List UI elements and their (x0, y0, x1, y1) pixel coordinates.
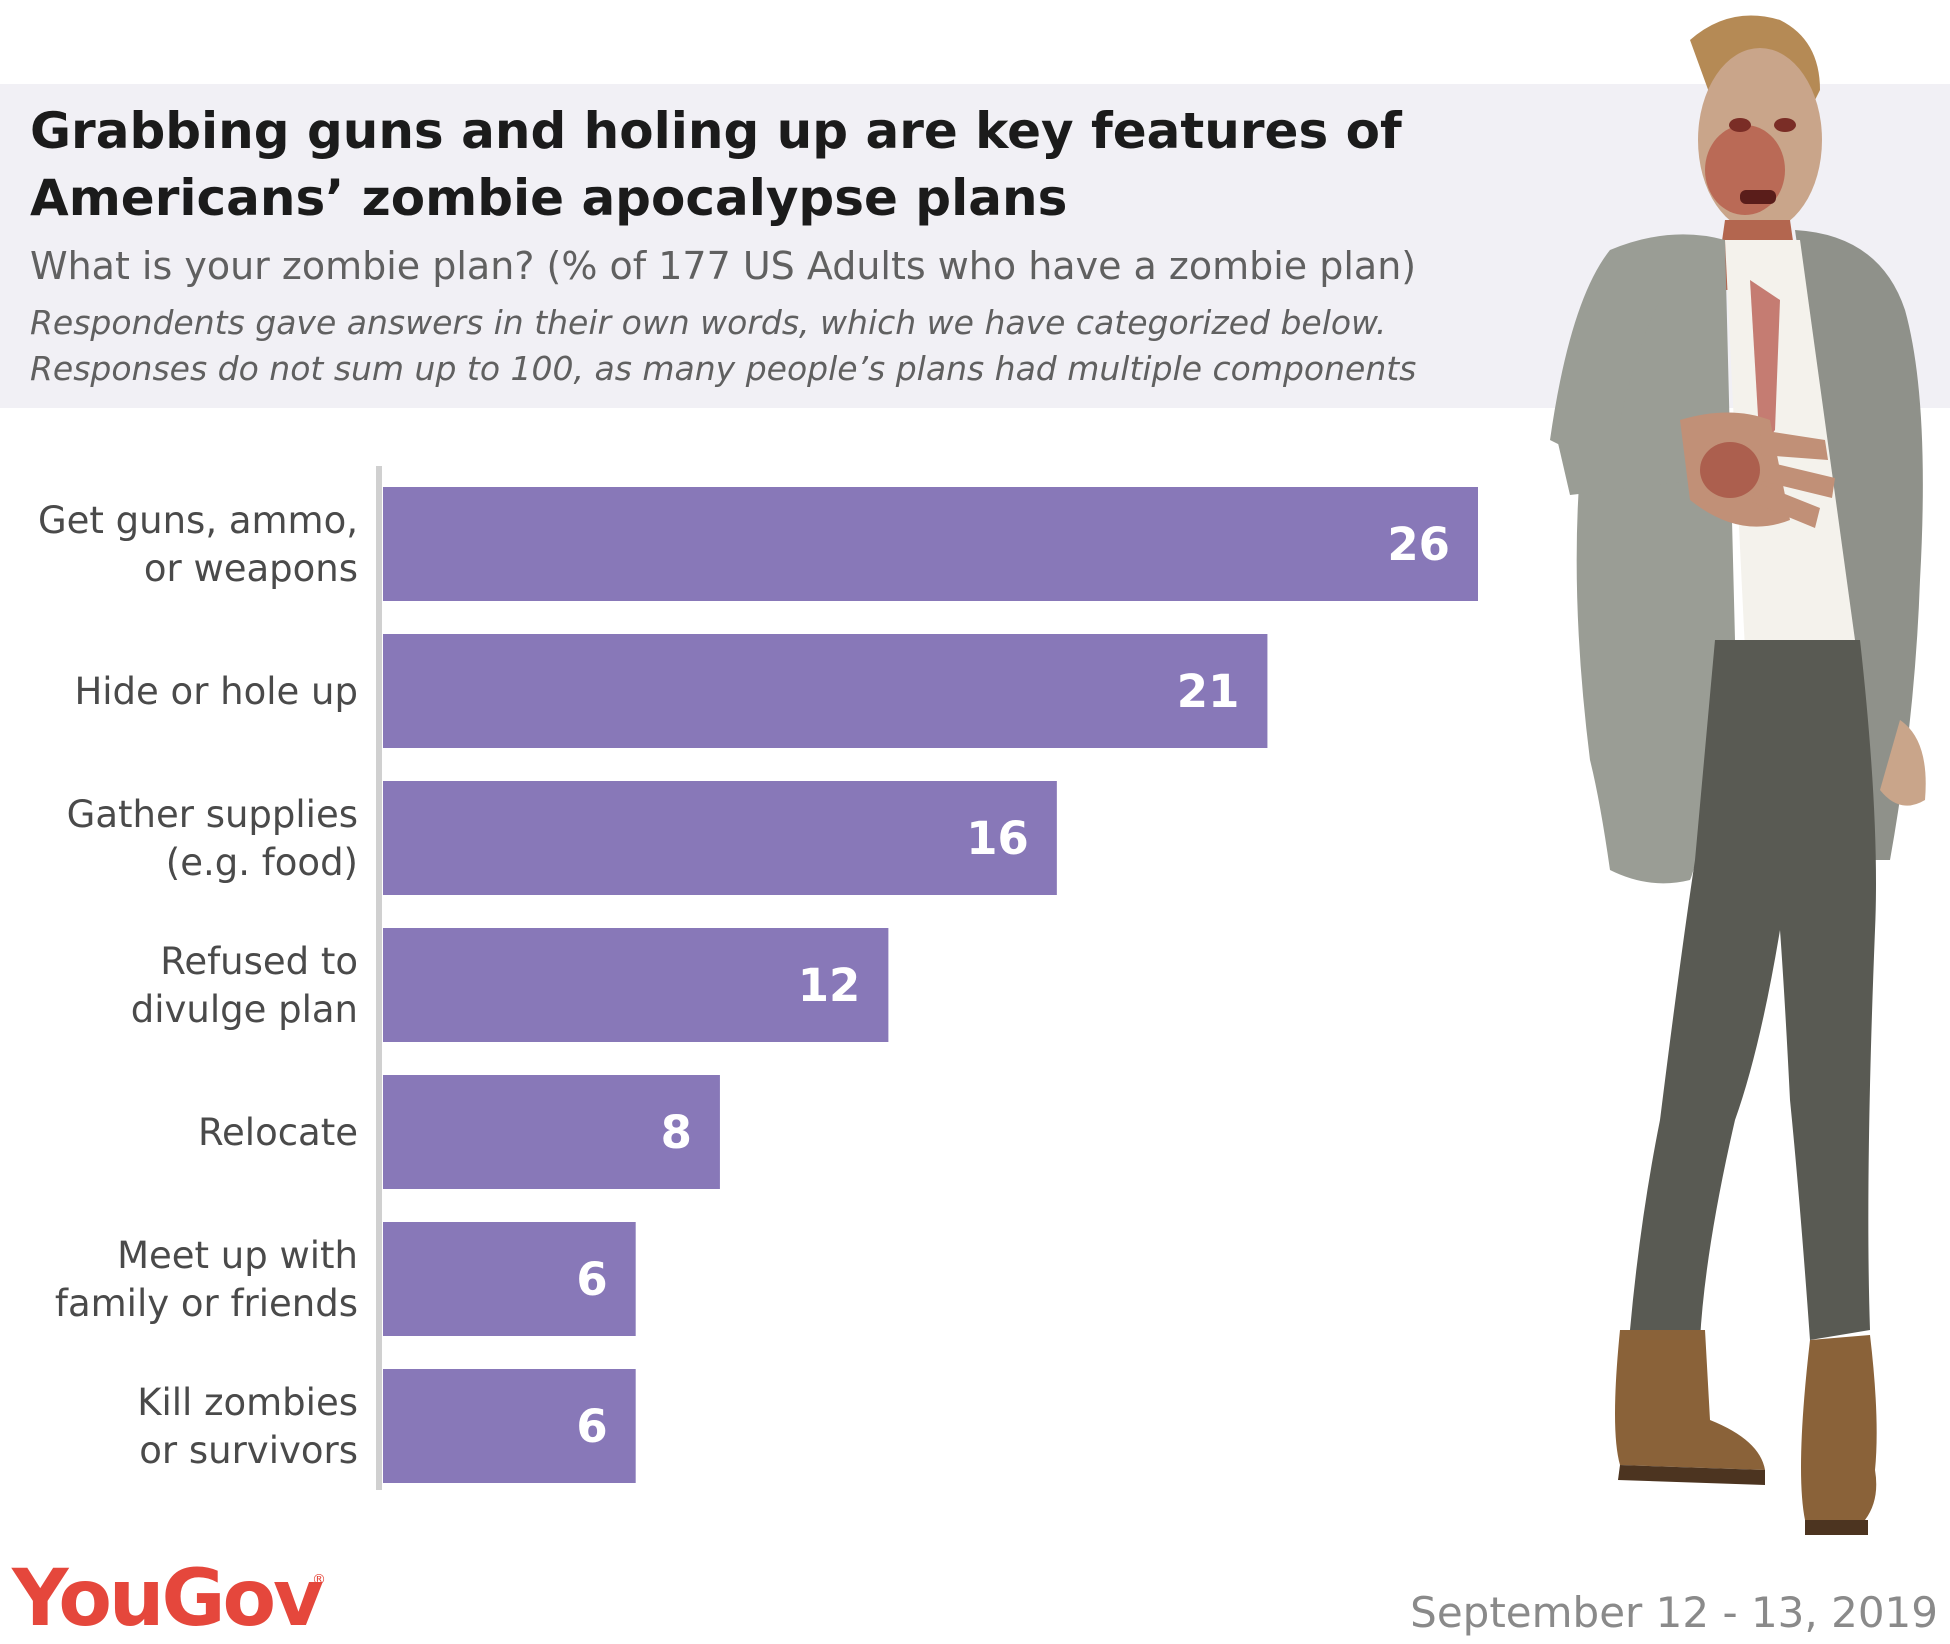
bar-value-label: 12 (798, 959, 861, 1012)
zombie-figure-icon (1550, 15, 1926, 1535)
category-label: or survivors (139, 1429, 358, 1472)
bar (383, 487, 1478, 601)
category-label: divulge plan (131, 988, 358, 1031)
registered-mark: ® (312, 1572, 326, 1588)
bar (383, 1075, 720, 1189)
category-label: Get guns, ammo, (38, 499, 358, 542)
category-label: Gather supplies (67, 793, 358, 836)
category-label: Relocate (198, 1111, 358, 1154)
note-line: Responses do not sum up to 100, as many … (30, 349, 1417, 388)
bar (383, 1222, 636, 1336)
category-label: family or friends (55, 1282, 358, 1325)
bar (383, 1369, 636, 1483)
bar-value-label: 8 (661, 1106, 692, 1159)
survey-date: September 12 - 13, 2019 (1410, 1588, 1938, 1637)
category-label: or weapons (144, 547, 358, 590)
bars-group: 26 Get guns, ammo, or weapons 21 Hide or hol… (38, 487, 1478, 1483)
chart-title: Grabbing guns and holing up are key feat… (30, 102, 1402, 227)
bar-value-label: 21 (1177, 665, 1240, 718)
bar-value-label: 6 (576, 1400, 607, 1453)
category-label: (e.g. food) (166, 841, 358, 884)
chart-note: Respondents gave answers in their own wo… (30, 300, 1530, 392)
category-label: Hide or hole up (74, 670, 358, 713)
bar-value-label: 26 (1387, 518, 1450, 571)
bar (383, 634, 1268, 748)
category-label: Kill zombies (137, 1381, 358, 1424)
bar-chart: 26 Get guns, ammo, or weapons 21 Hide or hol… (38, 466, 1478, 1490)
bar (383, 781, 1057, 895)
bar (383, 928, 889, 1042)
yougov-logo: YouGov (12, 1554, 324, 1644)
bar-value-label: 16 (966, 812, 1029, 865)
category-label: Meet up with (117, 1234, 358, 1277)
note-line: Respondents gave answers in their own wo… (30, 303, 1387, 342)
chart-subtitle: What is your zombie plan? (% of 177 US A… (30, 244, 1417, 288)
category-label: Refused to (160, 940, 358, 983)
bar-value-label: 6 (576, 1253, 607, 1306)
